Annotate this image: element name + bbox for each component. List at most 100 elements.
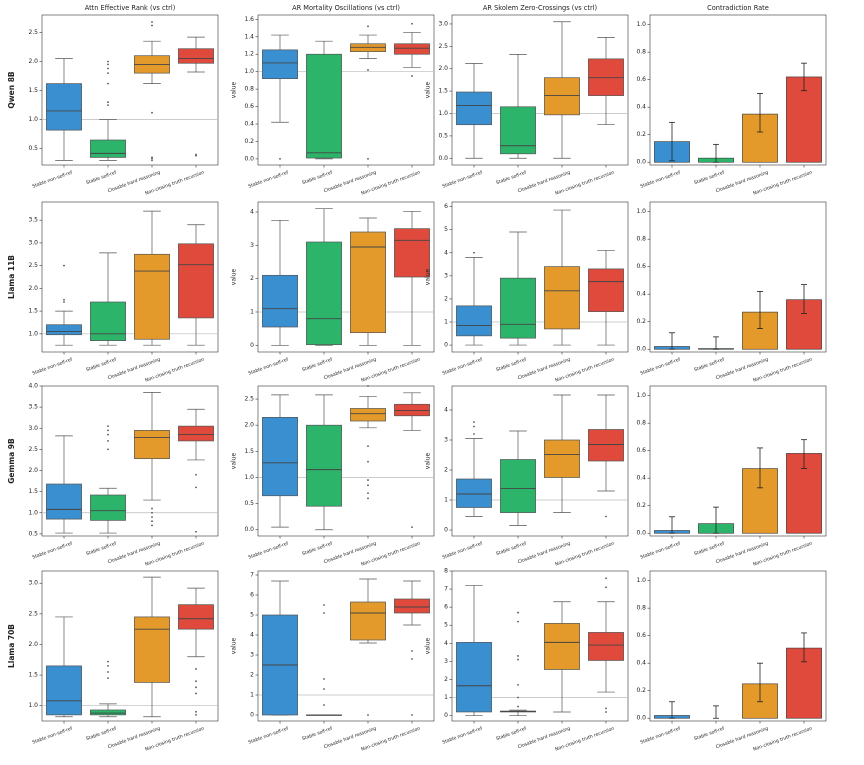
y-tick-label: 4 bbox=[444, 249, 448, 256]
box bbox=[90, 139, 126, 158]
outlier bbox=[107, 104, 109, 107]
box bbox=[456, 642, 492, 713]
box bbox=[46, 83, 82, 131]
box bbox=[178, 48, 214, 64]
box bbox=[394, 228, 430, 278]
outlier bbox=[151, 520, 153, 523]
outlier bbox=[367, 714, 369, 716]
box bbox=[178, 243, 214, 319]
outlier bbox=[411, 22, 413, 25]
y-axis-label: value bbox=[231, 81, 238, 98]
y-tick-label: 0.0 bbox=[244, 526, 254, 533]
y-tick-label: 0.2 bbox=[636, 318, 646, 325]
y-tick-label: 2.0 bbox=[28, 58, 38, 65]
y-axis-label: value bbox=[425, 268, 432, 285]
x-tick-label: Stable non-self-ref bbox=[442, 541, 484, 561]
y-tick-label: 5 bbox=[444, 226, 448, 233]
box bbox=[544, 439, 580, 478]
outlier bbox=[367, 445, 369, 448]
outlier bbox=[367, 157, 369, 160]
y-tick-label: 1.5 bbox=[244, 448, 254, 455]
x-tick-label: Stable self-ref bbox=[495, 357, 527, 374]
y-tick-label: 1.0 bbox=[244, 474, 254, 481]
box bbox=[178, 604, 214, 630]
outlier bbox=[605, 586, 607, 589]
plot-frame bbox=[41, 201, 219, 353]
outlier bbox=[107, 429, 109, 432]
outlier bbox=[107, 82, 109, 85]
chart-title: AR Mortality Oscillations (vs ctrl) bbox=[292, 4, 400, 12]
x-tick-label: Stable non-self-ref bbox=[442, 726, 484, 746]
y-tick-label: 2.0 bbox=[438, 65, 448, 72]
y-axis-label: value bbox=[425, 637, 432, 654]
box bbox=[350, 231, 386, 334]
box bbox=[90, 301, 126, 341]
outlier bbox=[517, 611, 519, 614]
box bbox=[46, 324, 82, 336]
y-tick-label: 6 bbox=[444, 203, 448, 210]
y-tick-label: 5 bbox=[250, 612, 254, 619]
y-tick-label: 3.0 bbox=[28, 425, 38, 432]
row-label: Gemma 9B bbox=[7, 438, 16, 484]
outlier bbox=[367, 460, 369, 463]
outlier bbox=[107, 425, 109, 428]
outlier bbox=[151, 524, 153, 527]
box bbox=[456, 91, 492, 126]
box bbox=[306, 241, 342, 346]
plot-frame bbox=[451, 570, 629, 722]
outlier bbox=[411, 658, 413, 660]
y-tick-label: 4.0 bbox=[28, 383, 38, 390]
y-tick-label: 8 bbox=[444, 568, 448, 575]
plot-frame bbox=[451, 201, 629, 353]
outlier bbox=[107, 664, 109, 667]
x-tick-label: Stable non-self-ref bbox=[640, 357, 682, 377]
y-axis-label: value bbox=[231, 637, 238, 654]
y-tick-label: 0.8 bbox=[636, 236, 646, 243]
y-tick-label: 0.8 bbox=[636, 49, 646, 56]
outlier bbox=[63, 264, 65, 267]
plot-frame bbox=[41, 570, 219, 722]
box bbox=[588, 632, 624, 661]
plot-frame bbox=[451, 14, 629, 166]
y-tick-label: 0.6 bbox=[636, 632, 646, 639]
y-tick-label: 1.0 bbox=[636, 21, 646, 28]
outlier bbox=[107, 67, 109, 70]
outlier bbox=[367, 69, 369, 71]
outlier bbox=[107, 440, 109, 442]
y-axis-label: value bbox=[425, 81, 432, 98]
outlier bbox=[107, 433, 109, 436]
y-tick-label: 1.0 bbox=[438, 110, 448, 117]
outlier bbox=[195, 473, 197, 476]
outlier bbox=[151, 159, 153, 162]
y-tick-label: 2.5 bbox=[28, 446, 38, 453]
x-tick-label: Stable self-ref bbox=[495, 541, 527, 558]
outlier bbox=[151, 21, 153, 23]
outlier bbox=[195, 686, 197, 689]
y-tick-label: 0 bbox=[444, 712, 448, 719]
outlier bbox=[517, 655, 519, 657]
x-tick-label: Stable self-ref bbox=[85, 726, 117, 743]
plot-frame bbox=[649, 14, 827, 166]
outlier bbox=[63, 301, 65, 303]
y-tick-label: 0.5 bbox=[28, 145, 38, 152]
y-tick-label: 1.0 bbox=[636, 208, 646, 215]
y-tick-label: 1 bbox=[250, 692, 254, 699]
y-tick-label: 0.0 bbox=[636, 346, 646, 353]
y-tick-label: 0.4 bbox=[636, 291, 646, 298]
box bbox=[134, 616, 170, 683]
box bbox=[46, 665, 82, 716]
box bbox=[456, 478, 492, 508]
y-tick-label: 1.0 bbox=[28, 330, 38, 337]
outlier bbox=[323, 604, 325, 606]
box bbox=[544, 266, 580, 330]
y-tick-label: 0.0 bbox=[244, 155, 254, 162]
plot-frame bbox=[649, 570, 827, 722]
y-tick-label: 1.6 bbox=[244, 16, 254, 23]
y-tick-label: 0.4 bbox=[636, 660, 646, 667]
y-tick-label: 0.8 bbox=[636, 605, 646, 612]
x-tick-label: Stable non-self-ref bbox=[248, 541, 290, 561]
outlier bbox=[63, 298, 65, 301]
plot-frame bbox=[257, 14, 435, 166]
row-label: Llama 70B bbox=[7, 624, 16, 668]
y-tick-label: 1.0 bbox=[28, 509, 38, 516]
